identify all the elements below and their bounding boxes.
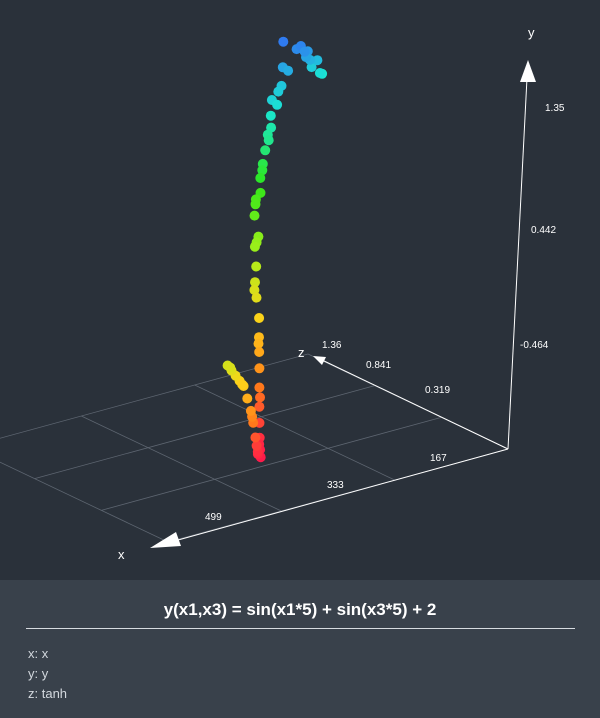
z-tick-label: 0.319 xyxy=(425,385,450,396)
data-point xyxy=(249,241,260,252)
z-axis-arrow xyxy=(313,356,326,365)
data-point xyxy=(237,379,248,390)
x-tick-label: 333 xyxy=(327,480,344,491)
z-axis-line xyxy=(321,359,509,450)
data-point xyxy=(260,145,271,156)
data-point xyxy=(254,401,265,412)
grid-line xyxy=(0,353,309,439)
x-axis-line xyxy=(159,448,509,546)
data-point xyxy=(257,165,268,176)
y-tick-label: 1.35 xyxy=(545,103,565,114)
x-tick-label: 167 xyxy=(430,453,447,464)
axis-labels: x y z 167 333 499 -0.464 0.442 1.35 0.31… xyxy=(118,25,565,562)
data-point xyxy=(251,440,262,451)
legend-x: x: x xyxy=(28,646,49,661)
y-axis-name: y xyxy=(528,25,535,40)
x-tick-label: 499 xyxy=(205,512,222,523)
data-points xyxy=(222,36,328,463)
data-point xyxy=(251,292,262,303)
data-point xyxy=(265,110,276,121)
data-point xyxy=(245,405,256,416)
data-point xyxy=(250,277,260,288)
data-point xyxy=(283,65,294,76)
data-point xyxy=(251,261,262,272)
data-point xyxy=(242,393,253,404)
data-point xyxy=(250,199,261,210)
grid-line xyxy=(34,385,375,480)
data-point xyxy=(254,313,265,323)
y-axis-line xyxy=(507,77,528,450)
data-point xyxy=(312,55,323,66)
data-point xyxy=(225,362,236,373)
data-point xyxy=(254,382,265,393)
legend-z: z: tanh xyxy=(28,686,68,701)
z-tick-label: 0.841 xyxy=(366,360,391,371)
grid-line xyxy=(81,415,282,512)
x-axis-name: x xyxy=(118,547,125,562)
data-point xyxy=(299,46,310,57)
axes xyxy=(150,60,536,548)
data-point xyxy=(254,347,265,357)
title-divider xyxy=(26,628,575,629)
info-panel: y(x1,x3) = sin(x1*5) + sin(x3*5) + 2 x: … xyxy=(0,580,600,718)
grid-line xyxy=(0,461,169,543)
data-point xyxy=(255,392,265,403)
data-point xyxy=(263,135,274,146)
data-point xyxy=(250,432,261,443)
y-tick-label: -0.464 xyxy=(520,340,549,351)
z-tick-label: 1.36 xyxy=(322,340,342,351)
data-point xyxy=(254,363,265,374)
data-point xyxy=(249,210,260,221)
data-point xyxy=(278,36,289,47)
data-point xyxy=(249,285,260,295)
data-point xyxy=(314,68,325,78)
data-point xyxy=(255,173,266,183)
z-axis-name: z xyxy=(298,345,305,360)
grid-line xyxy=(101,416,442,511)
scatter-3d-plot: x y z 167 333 499 -0.464 0.442 1.35 0.31… xyxy=(0,25,565,562)
data-point xyxy=(272,99,283,110)
x-axis-arrow xyxy=(150,532,181,548)
chart-title: y(x1,x3) = sin(x1*5) + sin(x3*5) + 2 xyxy=(163,600,437,619)
y-axis-arrow xyxy=(520,60,536,82)
grid-line xyxy=(194,384,395,481)
axis-legend: x: x y: y z: tanh xyxy=(28,644,67,704)
legend-y: y: y xyxy=(28,666,49,681)
data-point xyxy=(273,86,284,97)
data-point xyxy=(253,338,264,349)
y-tick-label: 0.442 xyxy=(531,225,556,236)
